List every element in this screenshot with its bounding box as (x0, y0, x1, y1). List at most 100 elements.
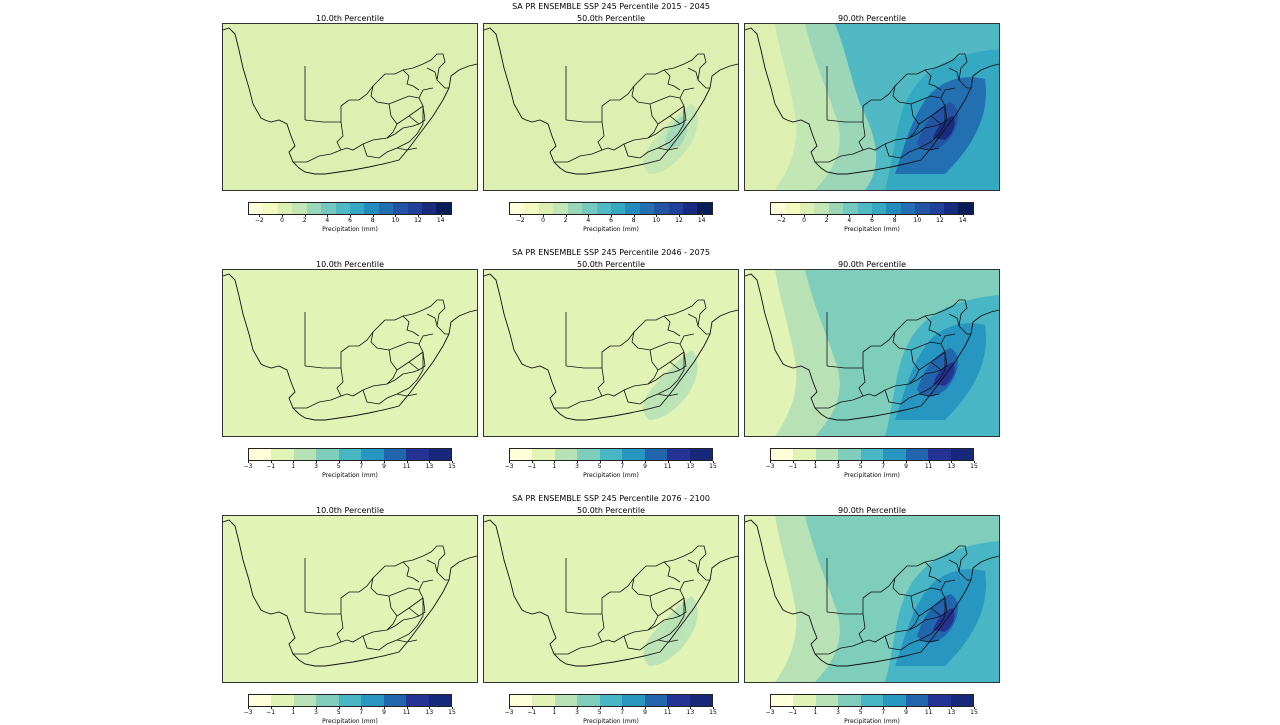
colorbar-swatch (622, 695, 645, 706)
precipitation-map (222, 515, 478, 683)
panel-title: 50.0th Percentile (576, 260, 646, 269)
colorbar-swatch (668, 203, 684, 214)
colorbar-tick-label: 8 (631, 217, 636, 224)
colorbar-swatch (697, 203, 712, 214)
colorbar (248, 202, 452, 215)
colorbar-tick-label: 9 (904, 463, 908, 470)
colorbar-swatch (689, 449, 712, 460)
colorbar-tick-mark (883, 707, 885, 709)
colorbar-swatch (950, 695, 973, 706)
row-title: SA PR ENSEMBLE SSP 245 Percentile 2076 -… (512, 494, 710, 503)
colorbar-tick-mark (361, 461, 363, 463)
colorbar-tick-mark (701, 215, 703, 217)
panel-title: 50.0th Percentile (576, 14, 646, 23)
colorbar-swatch (860, 449, 884, 460)
colorbar-tick-label: 7 (359, 709, 364, 716)
colorbar-tick-label: −3 (765, 463, 775, 470)
colorbar-label: Precipitation (mm) (583, 718, 639, 725)
panel-title: 90.0th Percentile (837, 506, 907, 515)
colorbar-tick-mark (815, 461, 817, 463)
colorbar-swatch (667, 449, 690, 460)
colorbar-swatch (900, 203, 916, 214)
colorbar-swatch (689, 695, 712, 706)
colorbar-swatch (596, 203, 611, 214)
colorbar-tick-label: 0 (541, 217, 545, 224)
colorbar-label: Precipitation (mm) (844, 226, 900, 233)
colorbar-tick-label: 1 (291, 463, 296, 470)
colorbar-tick-label: 11 (924, 463, 933, 470)
colorbar-tick-mark (951, 707, 953, 709)
colorbar-ticks: −2 0 2 4 6 8 10 12 14 (509, 217, 713, 225)
colorbar-swatch (349, 203, 365, 214)
colorbar-swatch (524, 203, 539, 214)
colorbar-swatch (644, 449, 668, 460)
colorbar (770, 202, 974, 215)
colorbar-swatch (828, 203, 844, 214)
colorbar-tick-label: −3 (243, 709, 253, 716)
colorbar-swatch (883, 695, 906, 706)
colorbar-tick-mark (270, 707, 272, 709)
precipitation-map (483, 269, 739, 437)
colorbar-label: Precipitation (mm) (583, 472, 639, 479)
colorbar-swatch (293, 695, 317, 706)
colorbar-swatch (860, 695, 884, 706)
colorbar-tick-label: 5 (597, 709, 602, 716)
colorbar-tick-mark (974, 707, 975, 709)
colorbar-tick-mark (633, 215, 635, 217)
colorbar-tick-mark (565, 215, 567, 217)
colorbar-tick-mark (270, 461, 272, 463)
colorbar-tick-mark (962, 215, 964, 217)
colorbar-swatch (843, 203, 858, 214)
colorbar-tick-label: 4 (325, 217, 330, 224)
colorbar-tick-mark (645, 707, 646, 709)
colorbar-swatch (905, 695, 929, 706)
colorbar-tick-label: −3 (765, 709, 775, 716)
colorbar-tick-mark (248, 461, 249, 463)
colorbar-tick-label: 7 (881, 709, 886, 716)
colorbar-swatch (393, 203, 408, 214)
colorbar-tick-mark (293, 707, 295, 709)
colorbar-swatch (599, 449, 623, 460)
colorbar-swatch (510, 695, 533, 706)
colorbar-swatch (771, 695, 794, 706)
colorbar-tick-mark (577, 707, 578, 709)
colorbar-tick-label: 11 (663, 709, 672, 716)
colorbar-tick-label: 9 (382, 709, 386, 716)
colorbar-tick-label: 1 (552, 709, 557, 716)
colorbar-swatch (510, 203, 525, 214)
colorbar-tick-label: 1 (813, 463, 818, 470)
colorbar-tick-label: 3 (836, 709, 840, 716)
colorbar-tick-mark (406, 707, 408, 709)
colorbar-swatch (928, 449, 951, 460)
colorbar-tick-mark (667, 707, 669, 709)
colorbar-tick-label: 7 (620, 463, 625, 470)
colorbar-tick-label: 11 (663, 463, 672, 470)
colorbar-swatch (361, 695, 384, 706)
colorbar-swatch (928, 695, 951, 706)
colorbar-tick-label: 5 (597, 463, 602, 470)
colorbar-ticks: −3 −1 1 3 5 7 9 11 13 15 (505, 709, 717, 717)
colorbar-swatch (815, 695, 839, 706)
colorbar-swatch (567, 203, 583, 214)
colorbar-tick-mark (792, 461, 794, 463)
colorbar-swatch (857, 203, 872, 214)
colorbar-tick-label: 3 (314, 463, 318, 470)
colorbar-tick-label: −3 (243, 463, 253, 470)
colorbar-swatch (814, 203, 829, 214)
colorbar-swatch (538, 203, 554, 214)
colorbar-tick-label: 6 (348, 217, 352, 224)
colorbar-tick-label: 13 (425, 709, 434, 716)
south-africa-map-svg (745, 24, 999, 190)
colorbar-tick-label: −2 (254, 217, 264, 224)
colorbar-tick-label: 7 (359, 463, 364, 470)
colorbar-tick-label: 11 (402, 709, 411, 716)
south-africa-map-svg (484, 516, 738, 682)
colorbar-swatch (622, 449, 645, 460)
colorbar-tick-label: 12 (936, 217, 944, 224)
colorbar (770, 448, 974, 461)
colorbar-swatch (667, 695, 690, 706)
precipitation-map (222, 23, 478, 191)
colorbar-tick-label: −1 (527, 709, 537, 716)
colorbar-swatch (838, 695, 861, 706)
colorbar-tick-mark (350, 215, 351, 217)
